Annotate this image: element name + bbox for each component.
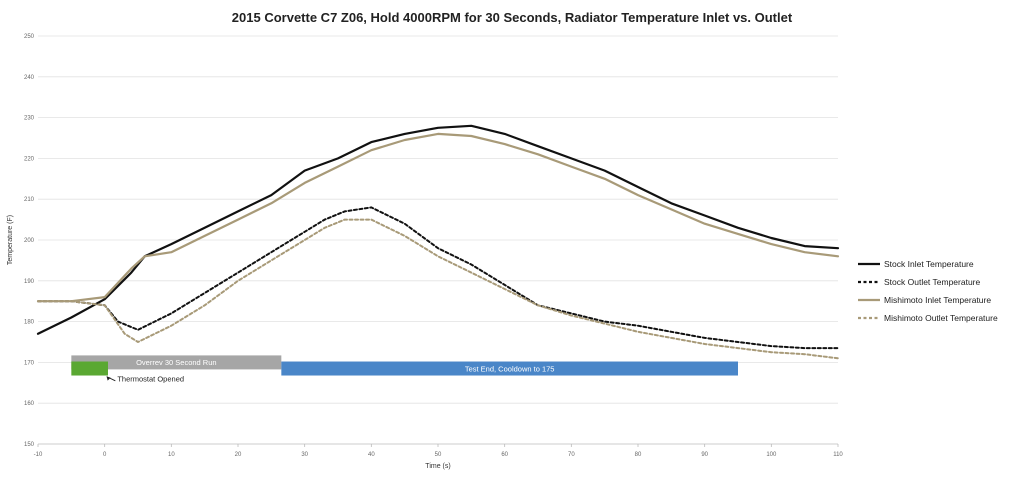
series-lines [36, 124, 840, 360]
y-tick-label: 220 [24, 156, 35, 162]
annotation-label-2: Test End, Cooldown to 175 [465, 364, 555, 373]
x-tick-label: 10 [168, 452, 175, 458]
x-axis-label: Time (s) [425, 463, 450, 470]
annotation-label-thermostat: Thermostat Opened [117, 375, 184, 384]
x-tick-label: 60 [501, 452, 508, 458]
x-tick-label: 40 [368, 452, 375, 458]
x-tick-label: 0 [103, 452, 107, 458]
legend-label-4: Mishimoto Outlet Temperature [884, 313, 998, 323]
x-tick-label: 100 [766, 452, 777, 458]
y-tick-label: 250 [24, 34, 35, 40]
y-tick-label: 180 [24, 320, 35, 326]
x-tick-label: 50 [435, 452, 442, 458]
y-axis-label: Temperature (F) [7, 215, 14, 265]
y-tick-label: 190 [24, 279, 35, 285]
y-tick-label: 160 [24, 401, 35, 407]
annotation-band-3 [71, 361, 108, 376]
x-tick-label: -10 [34, 452, 43, 458]
x-tick-label: 90 [701, 452, 708, 458]
x-tick-label: 20 [235, 452, 242, 458]
annotation-label-1: Overrev 30 Second Run [136, 358, 216, 367]
y-tick-label: 200 [24, 238, 35, 244]
series-line-3 [36, 132, 840, 303]
y-tick-label: 210 [24, 197, 35, 203]
x-tick-label: 30 [301, 452, 308, 458]
annotations: Overrev 30 Second Run Test End, Cooldown … [71, 355, 738, 384]
series-line-2 [37, 206, 839, 350]
legend-label-3: Mishimoto Inlet Temperature [884, 295, 991, 305]
legend-label-2: Stock Outlet Temperature [884, 277, 980, 287]
annotation-band-2 [281, 361, 738, 376]
y-tick-label: 240 [24, 75, 35, 81]
y-tick-labels: 150 160 170 180 190 200 210 220 230 240 250 [24, 34, 35, 448]
chart-title: 2015 Corvette C7 Z06, Hold 4000RPM for 3… [232, 10, 793, 25]
x-tick-label: 80 [635, 452, 642, 458]
x-tick-label: 110 [833, 452, 843, 458]
legend-label-1: Stock Inlet Temperature [884, 259, 974, 269]
series-line-1 [36, 124, 840, 335]
x-tick-label: 70 [568, 452, 575, 458]
y-tick-label: 150 [24, 442, 35, 448]
y-tick-label: 230 [24, 116, 35, 122]
annotation-arrowhead [106, 376, 111, 381]
annotation-band-1 [71, 355, 282, 370]
x-tick-labels: -10 0 10 20 30 40 50 60 70 80 90 100 110 [34, 444, 843, 458]
y-tick-label: 170 [24, 360, 35, 366]
legend: Stock Inlet Temperature Stock Outlet Temp… [858, 259, 998, 323]
series-line-4 [37, 218, 839, 360]
